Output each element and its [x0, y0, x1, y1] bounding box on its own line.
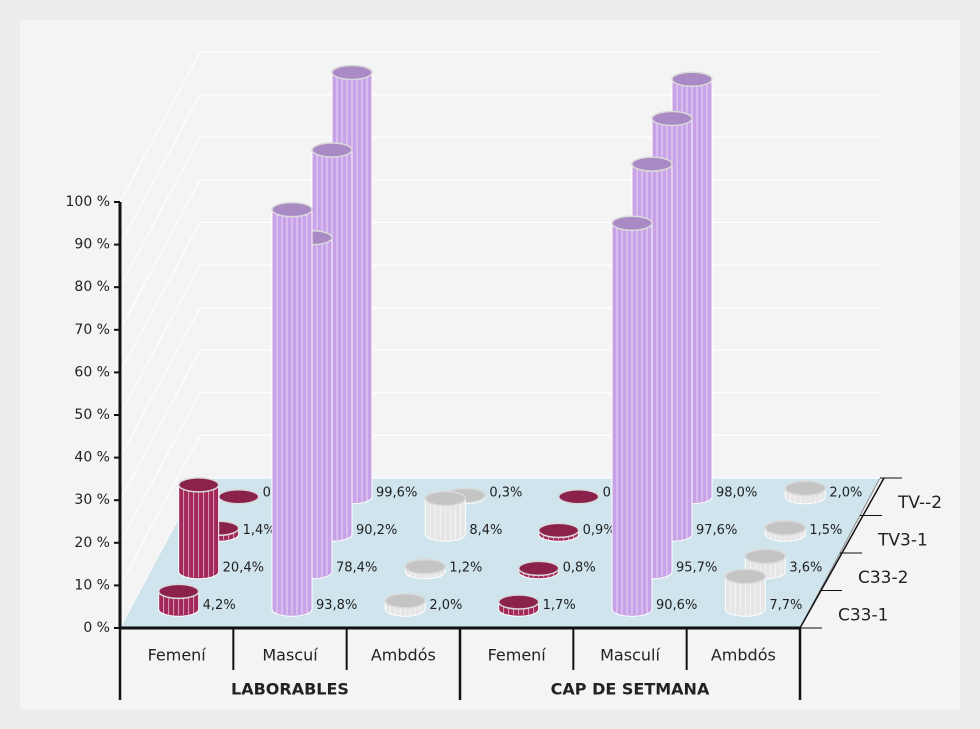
- bar-top: [744, 548, 787, 565]
- grid-line: [119, 307, 201, 458]
- value-label: 78,4%: [336, 560, 377, 575]
- value-label: 0,3%: [489, 485, 522, 500]
- value-label: 90,2%: [356, 523, 397, 538]
- bar-top: [764, 520, 807, 536]
- value-label: 1,2%: [449, 560, 482, 575]
- bar-top: [497, 594, 540, 610]
- grid-line: [119, 222, 201, 373]
- value-label: 93,8%: [316, 598, 357, 613]
- bar-top: [651, 110, 693, 127]
- value-label: 7,7%: [769, 598, 802, 613]
- value-label: 4,2%: [203, 598, 236, 613]
- bar-top: [631, 156, 673, 172]
- bar-top: [611, 215, 653, 232]
- value-label: 98,0%: [716, 485, 757, 500]
- value-label: 1,4%: [243, 523, 276, 538]
- bar-top: [331, 64, 373, 81]
- grid-line: [119, 264, 201, 416]
- value-label: 1,7%: [543, 598, 576, 613]
- value-label: 8,4%: [469, 523, 502, 538]
- y-tick-label: 30 %: [74, 492, 110, 508]
- bar-top: [157, 583, 200, 600]
- series-label: TV--2: [897, 493, 942, 513]
- value-label: 97,6%: [696, 523, 737, 538]
- bar-top: [311, 142, 353, 158]
- bar-top: [217, 489, 260, 505]
- group-label: LABORABLES: [231, 680, 349, 699]
- bar-top: [384, 592, 427, 609]
- y-tick-label: 90 %: [74, 237, 110, 253]
- y-tick-label: 70 %: [74, 322, 110, 338]
- y-tick-label: 20 %: [74, 535, 110, 551]
- bar-top: [424, 490, 467, 507]
- y-tick-label: 50 %: [74, 407, 110, 423]
- grid-line: [119, 94, 201, 245]
- bar-top: [671, 71, 713, 88]
- value-label: 2,0%: [829, 485, 862, 500]
- y-tick-label: 60 %: [74, 364, 110, 380]
- grid-line: [119, 349, 201, 501]
- y-tick-label: 40 %: [74, 450, 110, 466]
- grid-line: [119, 392, 201, 544]
- value-label: 90,6%: [656, 598, 697, 613]
- series-label: C33-2: [858, 568, 908, 588]
- series-label: C33-1: [838, 605, 888, 625]
- grid-line: [119, 179, 201, 331]
- value-label: 0,8%: [563, 560, 596, 575]
- bar-top: [537, 522, 580, 539]
- value-label: 99,6%: [376, 485, 417, 500]
- bar-top: [177, 477, 220, 493]
- bar-top: [271, 201, 313, 218]
- value-label: 20,4%: [223, 560, 264, 575]
- value-label: 95,7%: [676, 560, 717, 575]
- value-label: 0,9%: [583, 523, 616, 538]
- x-tick-label: Ambdós: [371, 646, 436, 665]
- value-label: 2,0%: [429, 598, 462, 613]
- y-tick-label: 10 %: [74, 577, 110, 593]
- grid-line: [119, 51, 201, 203]
- x-tick-label: Femení: [148, 646, 207, 665]
- bar-top: [784, 480, 827, 496]
- x-tick-label: Ambdós: [711, 646, 776, 665]
- y-tick-label: 100 %: [66, 194, 110, 210]
- value-label: 1,5%: [809, 523, 842, 538]
- group-label: CAP DE SETMANA: [551, 680, 710, 699]
- bar-top: [557, 489, 600, 505]
- x-tick-label: Mascuí: [262, 646, 318, 665]
- series-label: TV3-1: [877, 530, 928, 550]
- bar-top: [724, 568, 767, 585]
- grid-line: [119, 136, 201, 288]
- x-tick-label: Masculí: [600, 646, 660, 665]
- x-tick-label: Femení: [488, 646, 547, 665]
- y-tick-label: 80 %: [74, 279, 110, 295]
- grid-line: [119, 435, 201, 586]
- bar-top: [404, 558, 447, 575]
- y-tick-label: 0 %: [83, 620, 110, 636]
- bar-top: [517, 560, 560, 577]
- value-label: 3,6%: [789, 560, 822, 575]
